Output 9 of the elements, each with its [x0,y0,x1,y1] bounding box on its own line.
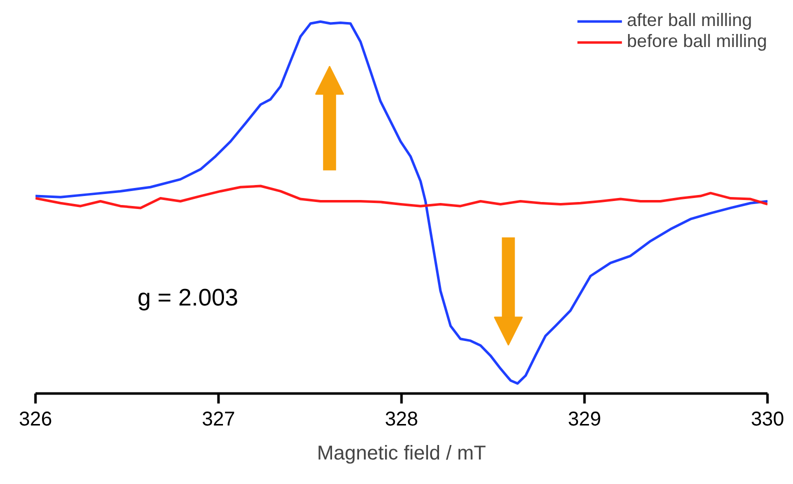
x-tick-label: 329 [568,408,602,430]
x-axis-title: Magnetic field / mT [317,442,486,464]
legend-label: after ball milling [626,10,752,31]
x-tick-label: 326 [18,408,52,430]
x-tick-label: 330 [750,408,784,430]
x-tick-label: 327 [202,408,236,430]
annotation: g = 2.003 [138,284,238,312]
legend-label: before ball milling [626,31,767,52]
x-tick-label: 328 [384,408,418,430]
